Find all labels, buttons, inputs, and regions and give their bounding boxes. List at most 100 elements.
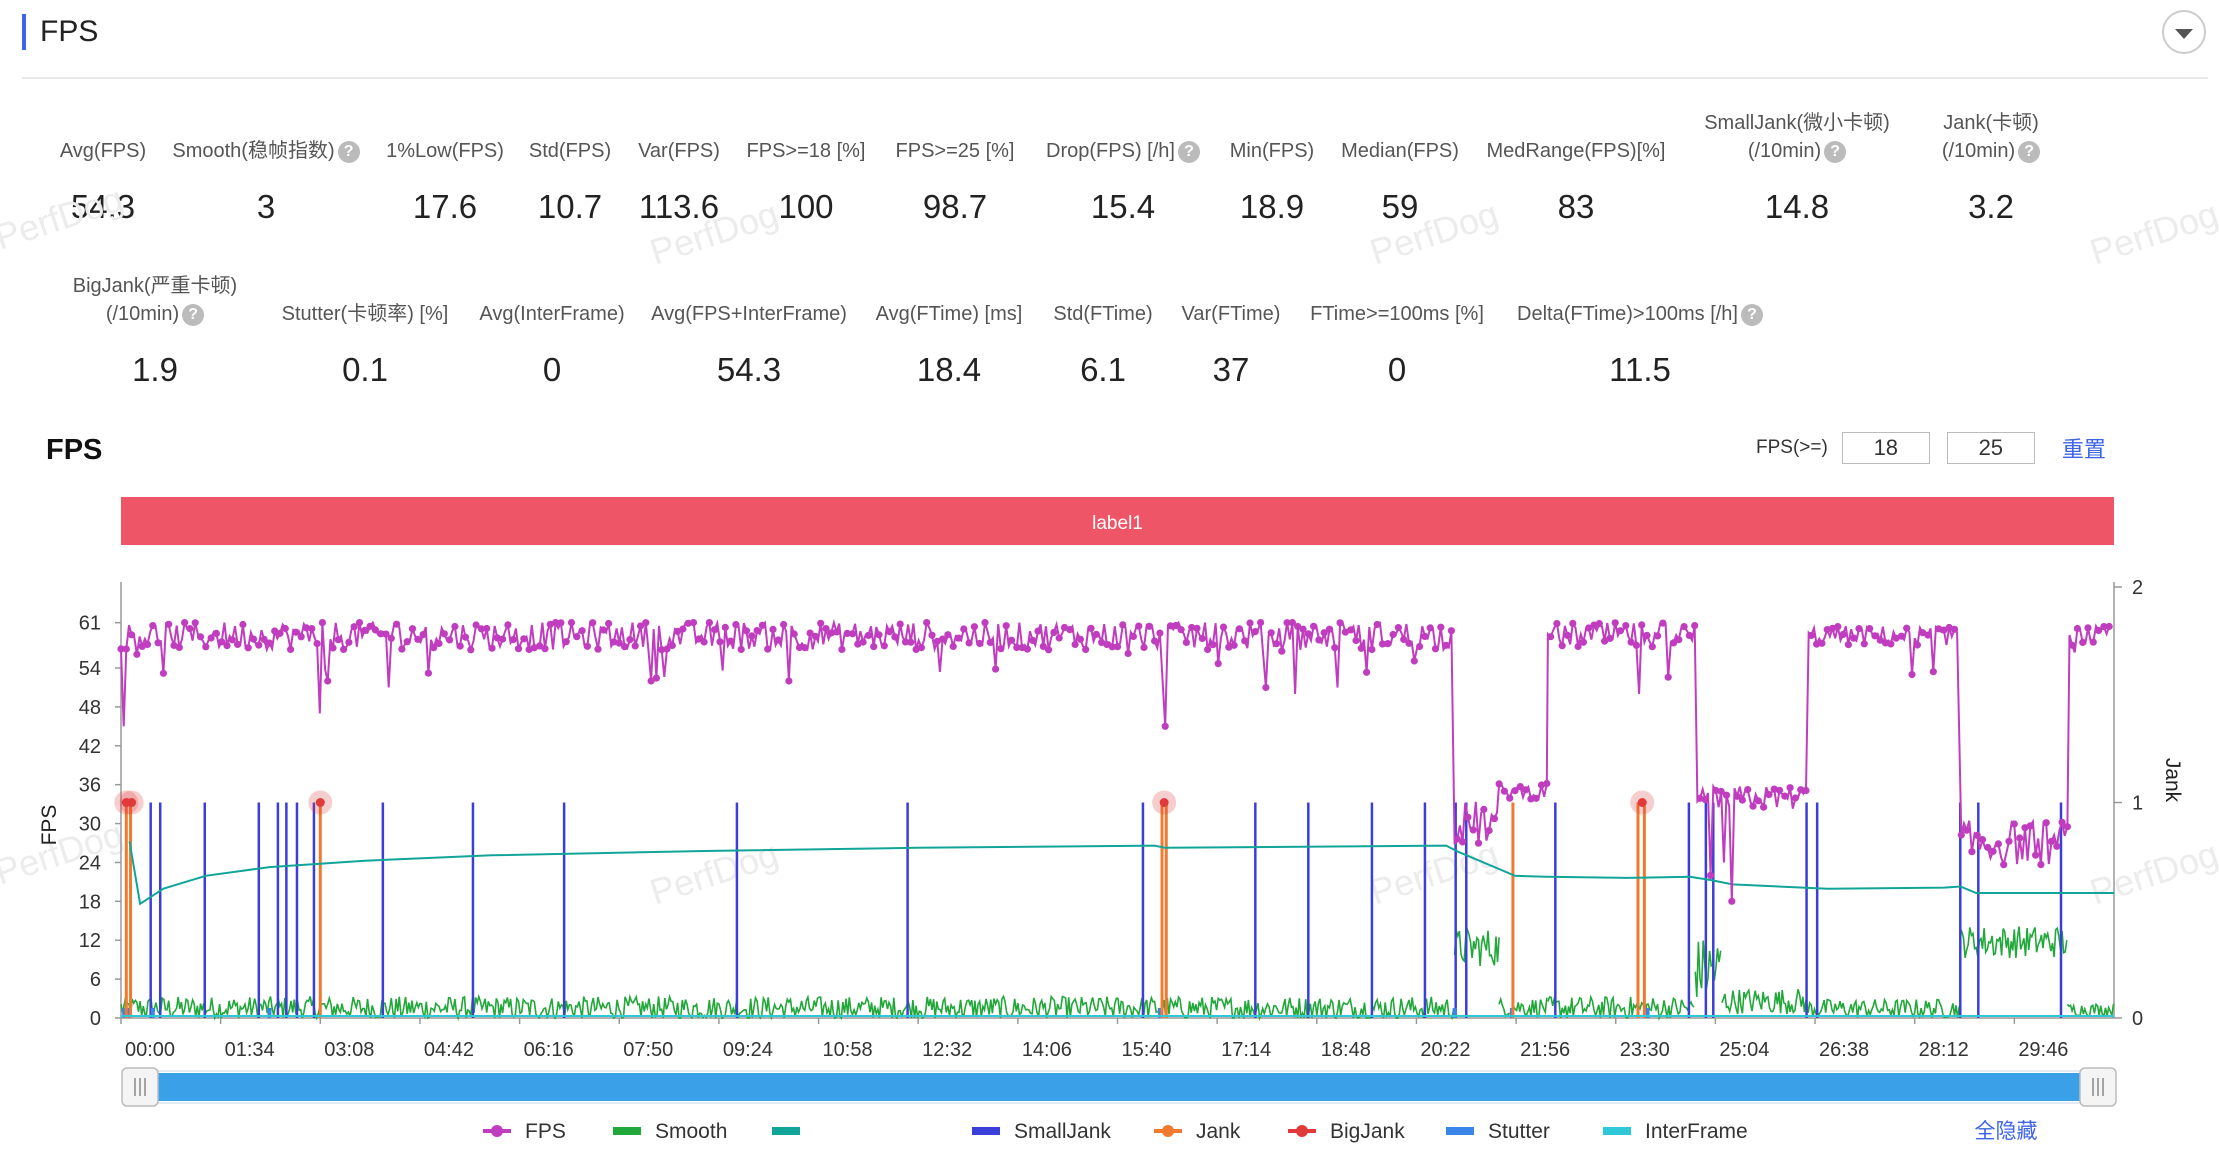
fps-point [302, 624, 311, 632]
fps-point [748, 632, 756, 640]
fps-point [393, 620, 401, 628]
fps-point [1320, 629, 1328, 637]
fps-point [355, 619, 364, 627]
legend-item-jank[interactable]: Jank [1154, 1120, 1241, 1143]
metric-value: 98.7 [922, 188, 988, 225]
watermark-1: PerfDog [645, 193, 783, 273]
threshold-high-input[interactable] [1946, 432, 2035, 464]
fps-point [1866, 625, 1874, 633]
fps-point [891, 633, 899, 641]
y-tick-label: 0 [90, 1008, 101, 1030]
legend-item-interframe[interactable]: InterFrame [1603, 1120, 1748, 1143]
collapse-toggle-button[interactable] [2162, 10, 2206, 54]
fps-point [292, 628, 300, 636]
fps-point [1749, 802, 1757, 810]
fps-point [1251, 628, 1259, 636]
fps-point [1421, 632, 1429, 641]
fps-point [1818, 639, 1826, 647]
metric-value: 17.6 [412, 188, 478, 225]
fps-point [1844, 641, 1852, 649]
metric-label-unit: (/10min) [105, 303, 180, 325]
fps-point [1368, 645, 1376, 654]
fps-point [133, 650, 141, 658]
legend-label: Smooth [655, 1120, 727, 1143]
fps-point [732, 621, 740, 629]
legend-marker-icon [491, 1125, 503, 1137]
fps-point [923, 619, 931, 627]
fps-point [1691, 622, 1699, 630]
watermark-7: PerfDog [2085, 833, 2220, 913]
help-icon[interactable]: ? [337, 140, 360, 163]
legend-line-icon [1446, 1127, 1474, 1135]
x-tick-label: 23:30 [1620, 1039, 1670, 1061]
legend-line-icon [613, 1127, 641, 1135]
fps-point [297, 633, 305, 641]
y-tick-label: 42 [79, 736, 101, 758]
fps-point [1193, 624, 1201, 632]
header-divider [22, 77, 2208, 79]
fps-point [483, 624, 491, 633]
help-icon[interactable]: ? [1177, 140, 1200, 163]
reset-button[interactable]: 重置 [2061, 437, 2106, 462]
fps-point [1908, 670, 1916, 679]
fps-point [705, 619, 714, 627]
legend-item-big_jank[interactable]: BigJank [1288, 1120, 1405, 1143]
fps-point [1511, 787, 1519, 795]
fps-point [1585, 624, 1593, 632]
fps-point [1929, 668, 1937, 676]
metric-std-ftime: Std(FTime) 6.1 [953, 300, 1253, 420]
help-icon[interactable]: ? [1824, 140, 1847, 163]
legend-item-teal[interactable] [772, 1127, 800, 1135]
hide-all-button[interactable]: 全隐藏 [1975, 1120, 2038, 1143]
help-icon[interactable]: ? [1741, 303, 1763, 326]
help-icon[interactable]: ? [2018, 140, 2041, 163]
fps-point [234, 640, 242, 649]
legend-item-fps[interactable]: FPS [483, 1120, 566, 1143]
metric-value: 59 [1381, 188, 1419, 225]
fps-point [886, 628, 894, 636]
fps-point [2068, 641, 2076, 649]
fps-point [790, 630, 798, 638]
annotation-label: label1 [1092, 513, 1143, 534]
legend-item-smooth[interactable]: Smooth [613, 1120, 727, 1143]
x-tick-label: 01:34 [225, 1039, 275, 1061]
metric-value: 11.5 [1609, 351, 1671, 388]
fps-point [1616, 627, 1625, 635]
fps-point [1903, 624, 1911, 632]
x-tick-label: 17:14 [1221, 1039, 1271, 1061]
metric-label: FTime>=100ms [%] [1310, 303, 1484, 325]
fps-point [1198, 634, 1206, 643]
legend-line-icon [972, 1127, 1000, 1135]
fps-point [1547, 633, 1555, 641]
fps-point [191, 619, 199, 627]
metric-label: Avg(FTime) [ms] [875, 303, 1023, 325]
metric-value: 18.9 [1239, 188, 1305, 225]
y-tick-label: 48 [79, 697, 101, 719]
fps-point [1543, 779, 1551, 788]
fps-point [626, 636, 634, 644]
fps-point [218, 638, 226, 646]
fps-point [1469, 826, 1477, 834]
fps-point [202, 643, 210, 651]
legend-item-stutter[interactable]: Stutter [1446, 1120, 1550, 1143]
fps-series-line [120, 618, 2112, 902]
fps-point [578, 627, 586, 635]
fps-point [1145, 622, 1153, 630]
fps-point [795, 643, 804, 652]
metric-value: 10.7 [537, 188, 603, 225]
fps-point [1373, 620, 1381, 629]
fps-point [387, 634, 395, 642]
fps-point [181, 619, 189, 627]
fps-point [1754, 797, 1762, 805]
metric-value: 0 [542, 351, 562, 388]
fps-point [1876, 636, 1884, 644]
legend-label: Stutter [1488, 1120, 1550, 1143]
threshold-low-input[interactable] [1841, 432, 1930, 464]
legend-item-small_jank[interactable]: SmallJank [972, 1120, 1111, 1143]
fps-point [1728, 897, 1736, 905]
x-tick-label: 09:24 [723, 1039, 773, 1061]
help-icon[interactable]: ? [182, 303, 205, 326]
metric-label: Jank(卡顿) [1943, 112, 2039, 134]
fps-point [1516, 783, 1524, 791]
fps-point [1887, 640, 1895, 648]
